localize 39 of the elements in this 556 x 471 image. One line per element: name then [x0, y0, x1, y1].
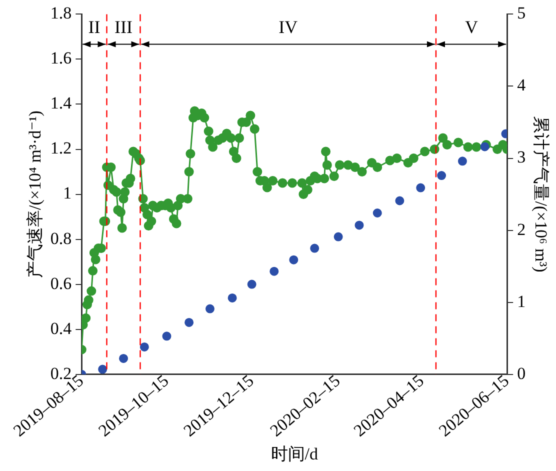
point	[140, 342, 149, 352]
point	[270, 266, 279, 276]
point	[395, 196, 404, 206]
point	[228, 293, 237, 302]
y-tick-label: 0.6	[50, 274, 72, 293]
annotation: IV	[278, 16, 298, 37]
y-tick-label: 1.6	[50, 48, 72, 68]
y2-tick-label: 3	[517, 148, 526, 167]
point	[247, 280, 256, 289]
y2-tick-label: 5	[517, 4, 526, 23]
annotation: II	[88, 16, 100, 37]
y-tick-label: 1.8	[50, 4, 72, 23]
point	[372, 208, 382, 218]
point	[289, 255, 298, 264]
point	[458, 156, 467, 166]
y-tick-label: 1.2	[50, 138, 72, 158]
point	[310, 244, 320, 253]
point	[205, 304, 214, 314]
y2-axis-title: 累计产气量/(×10⁶ m³)	[531, 116, 550, 272]
y2-tick-label: 0	[517, 364, 526, 383]
y-tick-label: 0.4	[50, 318, 72, 338]
point	[334, 232, 343, 242]
annotation: V	[465, 16, 478, 37]
y2-tick-label: 1	[517, 292, 526, 311]
point	[416, 183, 426, 192]
point	[162, 332, 172, 341]
point	[119, 354, 128, 363]
annotation: III	[114, 16, 132, 37]
y2-tick-label: 4	[517, 76, 526, 95]
point	[437, 171, 446, 180]
x-axis-title: 时间/d	[270, 444, 318, 464]
y-tick-label: 1	[63, 184, 72, 203]
point	[184, 318, 194, 327]
point	[354, 220, 364, 230]
point	[98, 364, 108, 374]
y2-tick-label: 2	[517, 220, 526, 239]
y-tick-label: 0.8	[50, 228, 72, 248]
y-tick-label: 1.4	[50, 94, 72, 113]
y-axis-title: 产气速率/(×10⁴ m³·d⁻¹)	[26, 110, 45, 278]
